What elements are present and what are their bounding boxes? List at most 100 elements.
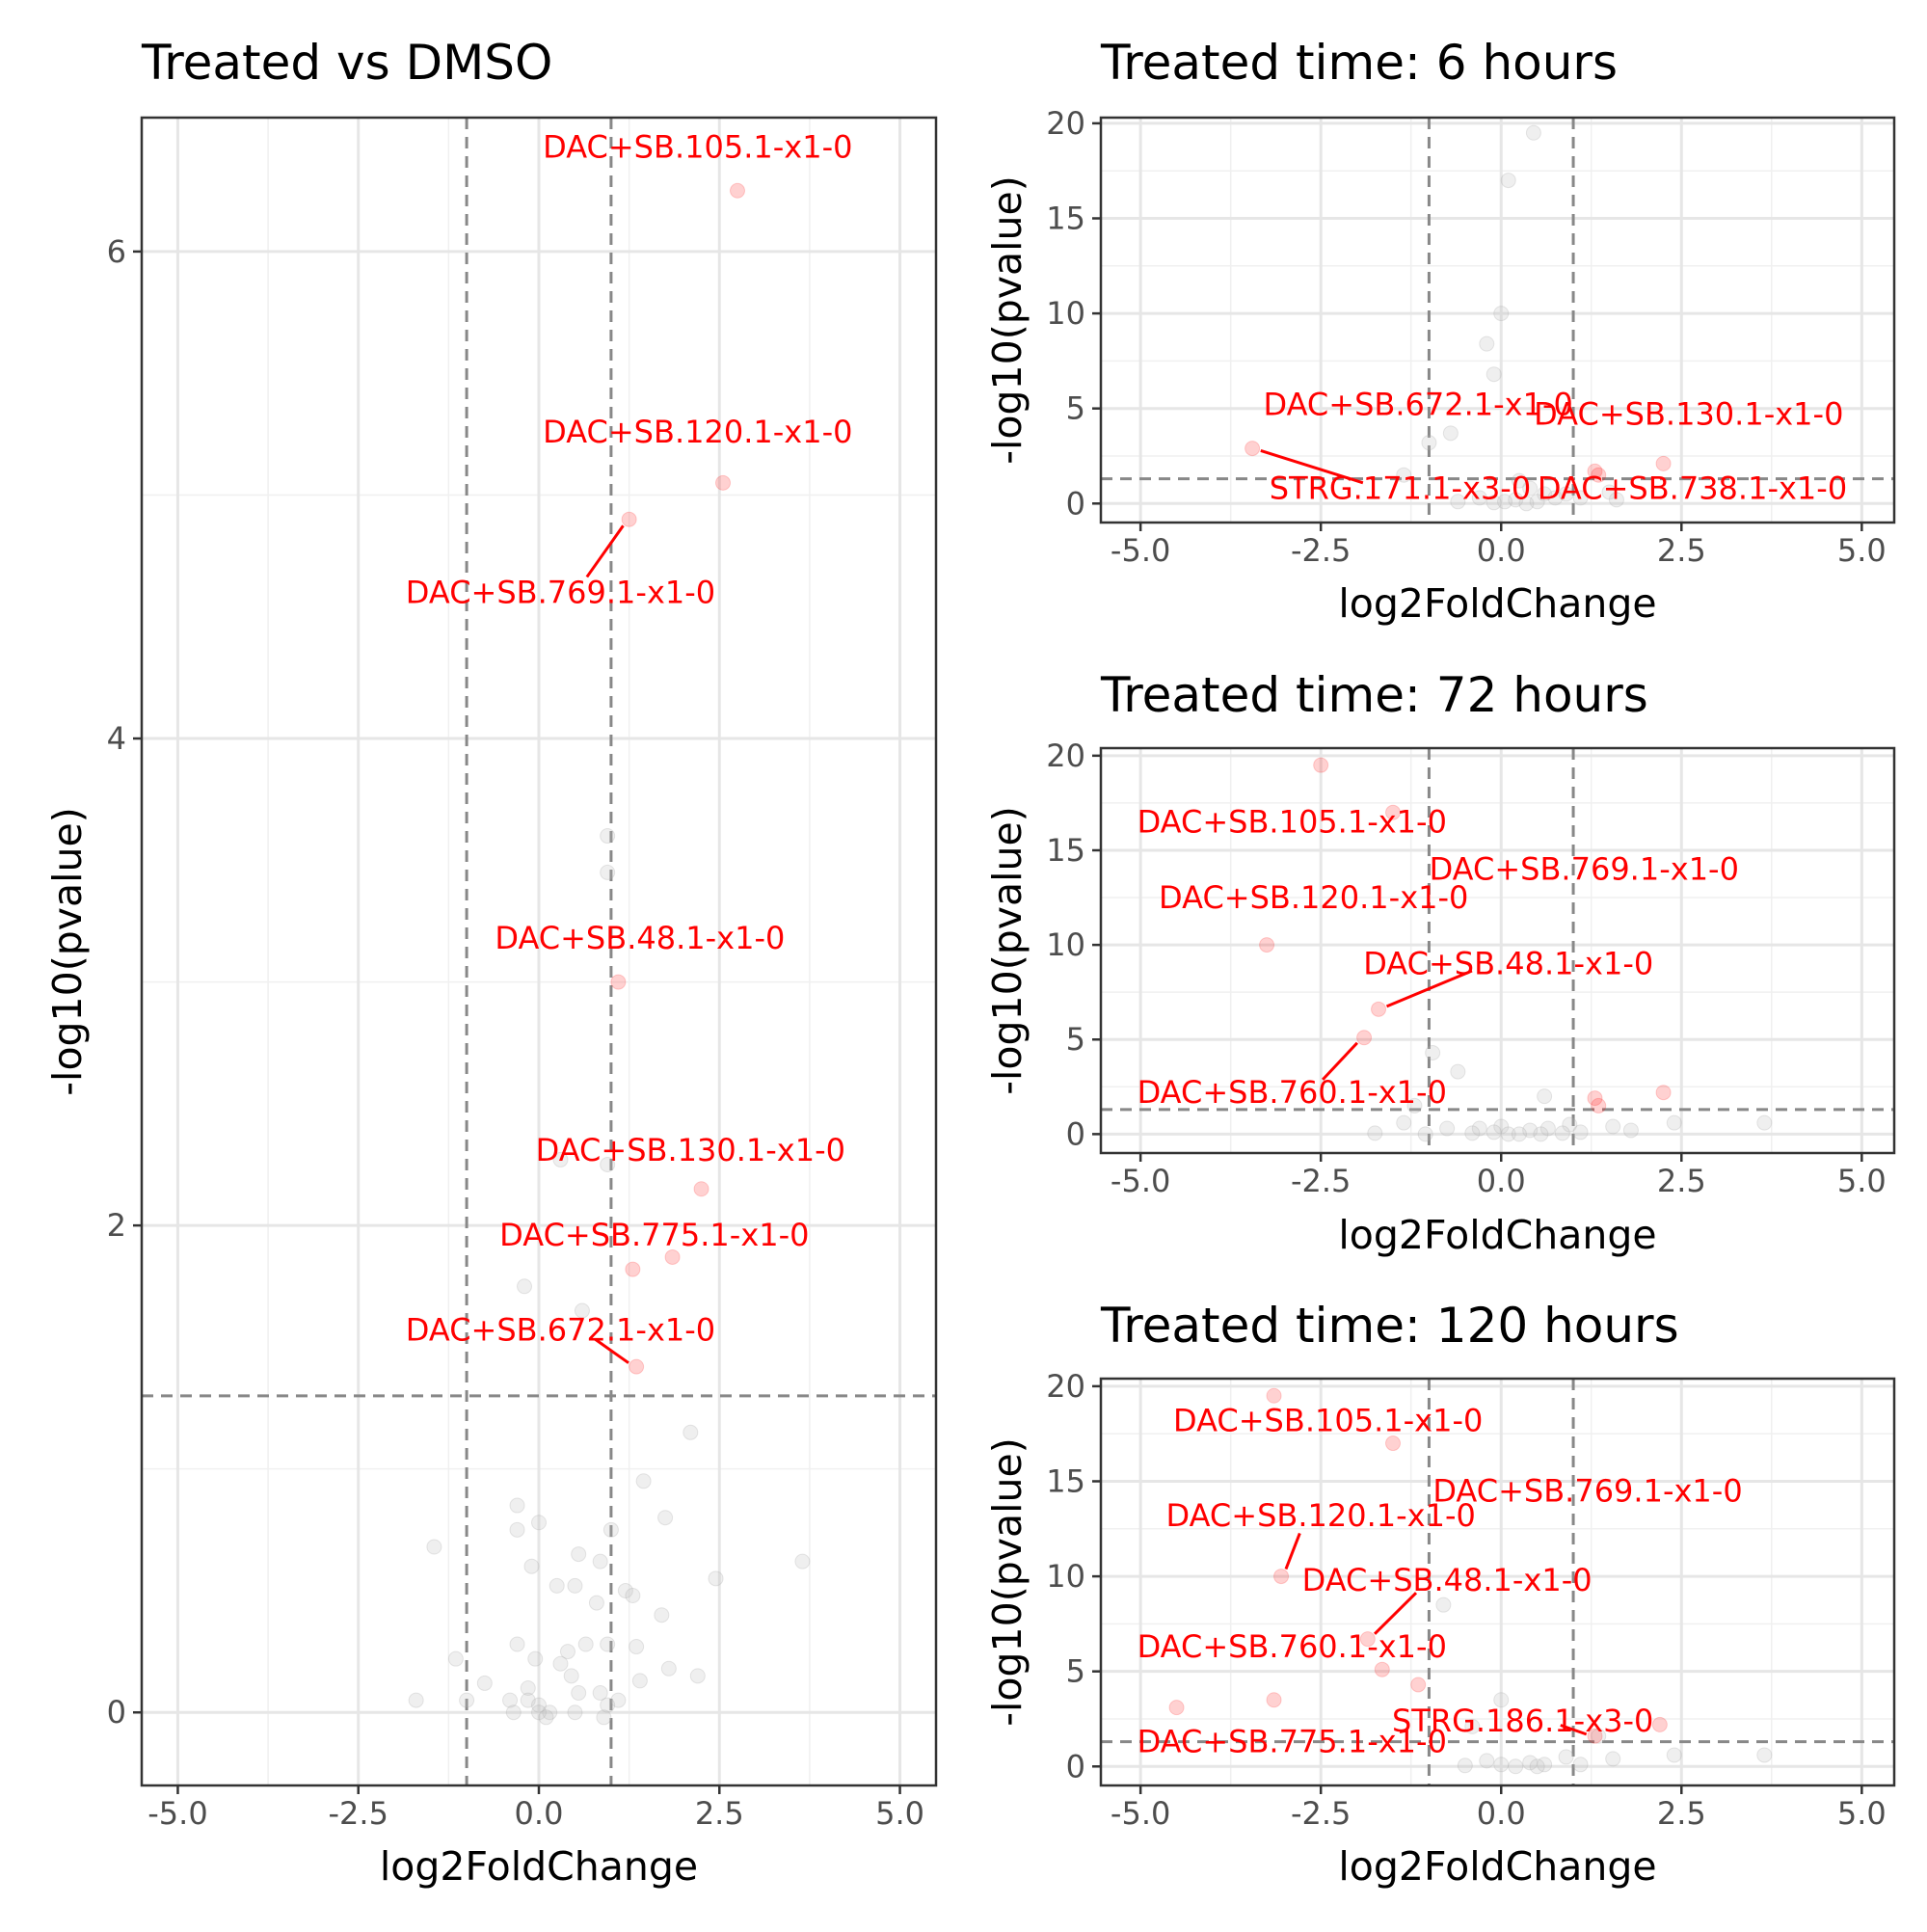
data-point (1450, 1063, 1466, 1080)
significant-point (1245, 441, 1261, 457)
y-tick-label: 0 (1066, 1748, 1085, 1784)
data-point (1666, 1114, 1682, 1131)
data-point (600, 1156, 616, 1172)
data-point (509, 1636, 525, 1652)
significant-point (1591, 467, 1607, 483)
data-points (1168, 1387, 1773, 1775)
data-point (708, 1570, 724, 1587)
significant-point (1587, 1728, 1603, 1744)
data-point (1572, 490, 1589, 506)
panel-title: Treated time: 120 hours (1100, 1298, 1679, 1354)
data-point (635, 1473, 652, 1489)
data-point (559, 1644, 575, 1660)
data-point (1425, 1044, 1441, 1060)
data-point (447, 1650, 464, 1667)
label-leader-line (1260, 449, 1364, 485)
minor-gridlines (1101, 748, 1894, 1153)
x-tick-label: 0.0 (1477, 1163, 1526, 1199)
threshold-lines (1101, 748, 1894, 1153)
x-tick-label: -5.0 (147, 1795, 207, 1832)
point-label: DAC+SB.775.1-x1-0 (499, 1217, 809, 1253)
data-point (588, 1595, 604, 1611)
significant-point (1655, 455, 1672, 471)
x-tick-label: 5.0 (1837, 1163, 1887, 1199)
x-tick-label: -2.5 (1291, 1163, 1351, 1199)
data-point (1396, 1114, 1412, 1131)
data-point (574, 1302, 590, 1319)
data-point (1500, 173, 1516, 189)
significant-point (1273, 1569, 1290, 1585)
significant-point (1359, 1631, 1376, 1648)
y-tick-label: 15 (1046, 1462, 1085, 1499)
point-label: DAC+SB.130.1-x1-0 (1534, 396, 1843, 433)
data-point (1522, 1755, 1539, 1771)
data-point (459, 1692, 475, 1708)
panel-3: DAC+SB.105.1-x1-0DAC+SB.769.1-x1-0DAC+SB… (984, 667, 1896, 1258)
point-label: DAC+SB.120.1-x1-0 (1159, 879, 1468, 916)
data-point (1591, 1728, 1607, 1744)
data-point (1485, 366, 1502, 383)
data-point (654, 1607, 670, 1623)
y-tick-label: 0 (107, 1694, 126, 1731)
minor-gridlines (1101, 1379, 1894, 1785)
y-tick-label: 15 (1046, 832, 1085, 869)
y-tick-label: 0 (1066, 485, 1085, 522)
data-point (1367, 1125, 1383, 1141)
data-point (567, 1577, 583, 1594)
x-tick-label: 5.0 (875, 1795, 924, 1832)
significant-point (629, 1358, 645, 1375)
data-point (1756, 1747, 1773, 1763)
x-axis-ticks: -5.0 -2.5 0.0 2.5 5.0 (1111, 1153, 1887, 1199)
point-labels: DAC+SB.105.1-x1-0DAC+SB.769.1-x1-0DAC+SB… (1137, 1402, 1743, 1759)
data-point (1605, 1118, 1621, 1135)
data-point (631, 1673, 648, 1689)
data-point (629, 1639, 645, 1655)
data-point (600, 864, 616, 880)
significant-point (1356, 1030, 1373, 1046)
panel-border (1099, 1377, 1896, 1787)
x-tick-label: 5.0 (1837, 532, 1887, 569)
point-label: DAC+SB.105.1-x1-0 (543, 128, 852, 165)
data-point (1493, 306, 1510, 322)
data-point (567, 1704, 583, 1721)
y-axis-title: -log10(pvalue) (984, 806, 1030, 1094)
data-point (617, 1582, 633, 1598)
data-point (1496, 494, 1512, 510)
significant-point (1587, 463, 1603, 479)
data-point (1417, 1126, 1433, 1142)
y-axis-ticks: 0 2 4 6 (107, 233, 142, 1731)
data-point (1508, 1758, 1524, 1775)
y-tick-label: 6 (107, 233, 126, 270)
data-point (502, 1692, 519, 1708)
data-point (1537, 1088, 1553, 1105)
data-point (689, 1668, 706, 1684)
significant-point (1655, 1085, 1672, 1101)
significant-point (715, 474, 732, 491)
data-point (549, 1577, 565, 1594)
data-point (1511, 472, 1527, 489)
significant-point (1410, 1677, 1427, 1693)
x-tick-label: 5.0 (1837, 1795, 1887, 1832)
panel-title: Treated time: 6 hours (1100, 35, 1618, 91)
y-tick-label: 20 (1046, 105, 1085, 142)
point-label: DAC+SB.769.1-x1-0 (1430, 851, 1739, 888)
data-point (1450, 494, 1466, 510)
data-point (563, 1668, 579, 1684)
data-point (1500, 1126, 1516, 1142)
y-tick-label: 20 (1046, 738, 1085, 774)
data-point (1572, 1757, 1589, 1773)
plot-background (1101, 748, 1894, 1153)
x-tick-label: 2.5 (1657, 1163, 1706, 1199)
x-tick-label: -2.5 (1291, 532, 1351, 569)
x-axis-ticks: -5.0 -2.5 0.0 2.5 5.0 (1111, 523, 1887, 569)
significant-point (693, 1181, 709, 1197)
data-point (660, 1660, 677, 1677)
data-point (1511, 1126, 1527, 1142)
significant-point (1266, 1387, 1282, 1404)
data-point (538, 1709, 554, 1726)
panel-2: DAC+SB.672.1-x1-0DAC+SB.130.1-x1-0STRG.1… (984, 35, 1896, 627)
data-points (408, 182, 811, 1726)
point-labels: DAC+SB.105.1-x1-0DAC+SB.769.1-x1-0DAC+SB… (1137, 804, 1739, 1112)
point-labels: DAC+SB.672.1-x1-0DAC+SB.130.1-x1-0STRG.1… (1260, 387, 1847, 507)
x-axis-title: log2FoldChange (1338, 1212, 1656, 1258)
